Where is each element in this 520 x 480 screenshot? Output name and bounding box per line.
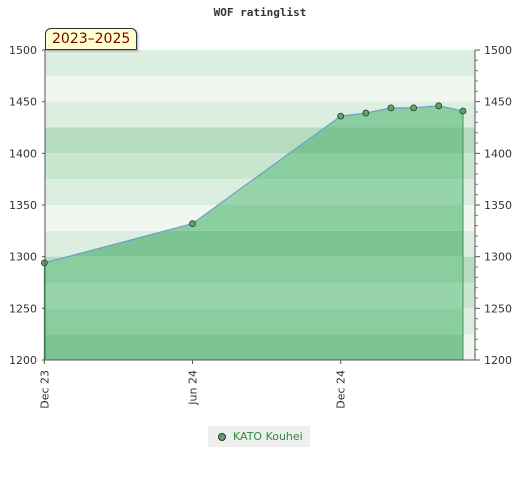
y-tick-label-right: 1350 [484, 199, 512, 212]
y-tick-label-right: 1450 [484, 96, 512, 109]
grid-band [45, 50, 475, 76]
y-tick-label-right: 1500 [484, 44, 512, 57]
y-tick-label: 1500 [9, 44, 37, 57]
data-point [459, 107, 467, 115]
y-tick-label: 1250 [9, 302, 37, 315]
legend-label: KATO Kouhei [233, 430, 303, 443]
y-tick-label: 1350 [9, 199, 37, 212]
period-badge: 2023–2025 [45, 28, 138, 50]
y-tick-label-right: 1400 [484, 147, 512, 160]
y-tick-label-right: 1300 [484, 251, 512, 264]
data-point [337, 112, 345, 120]
grid-band [45, 75, 475, 102]
y-tick-label: 1400 [9, 147, 37, 160]
series-line [44, 105, 464, 264]
y-tick-label: 1300 [9, 251, 37, 264]
y-tick-label: 1450 [9, 96, 37, 109]
x-tick-label: Dec 23 [38, 370, 51, 409]
chart-title: WOF ratinglist [213, 6, 307, 19]
data-point [387, 104, 395, 112]
data-point [189, 220, 196, 228]
y-tick-label: 1200 [9, 354, 37, 367]
y-tick-label-right: 1250 [484, 302, 512, 315]
data-point [435, 102, 443, 110]
data-point [362, 109, 370, 117]
x-tick-label: Dec 24 [335, 370, 348, 409]
y-tick-label-right: 1200 [484, 354, 512, 367]
legend[interactable]: KATO Kouhei [208, 426, 310, 447]
x-tick-label: Jun 24 [187, 370, 200, 406]
data-point [40, 259, 48, 267]
legend-marker-icon [218, 432, 226, 441]
data-point [410, 104, 418, 112]
